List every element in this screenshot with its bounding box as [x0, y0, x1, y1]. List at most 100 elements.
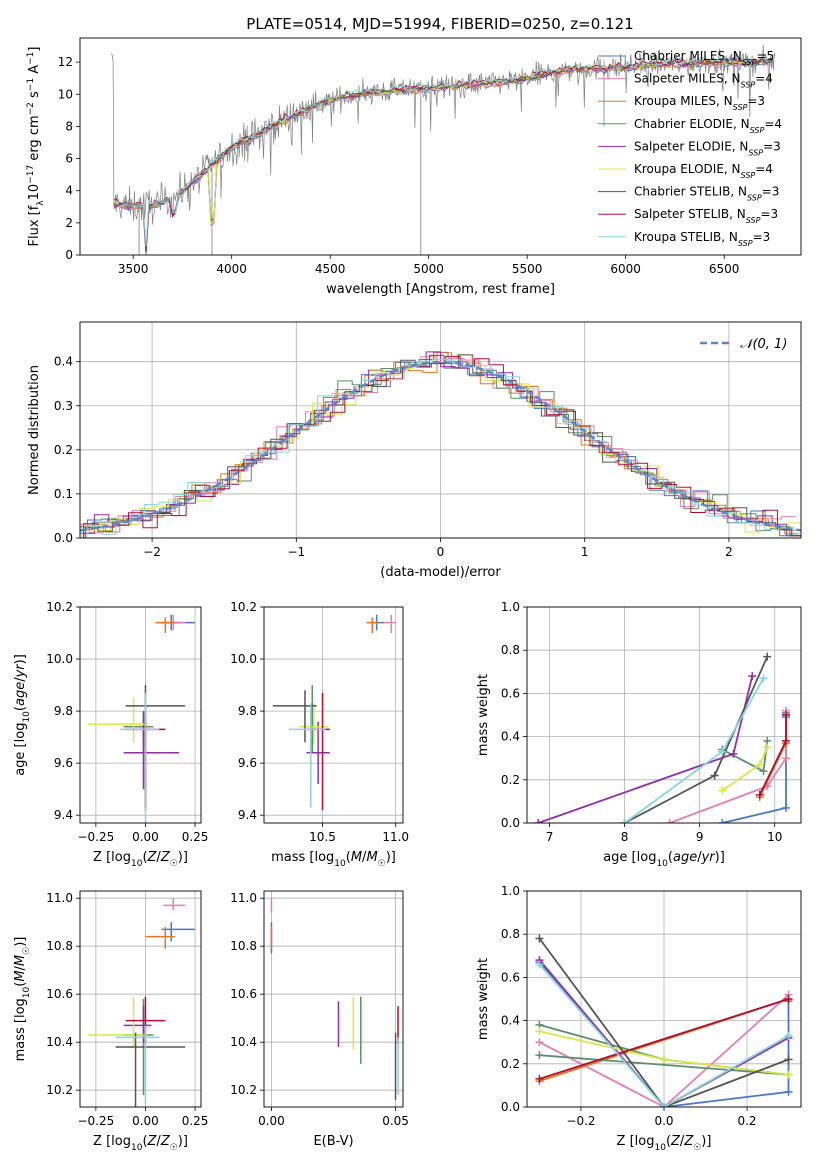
errorbar-point [115, 1032, 186, 1107]
weight-marker [660, 1103, 668, 1107]
residuals-axes: −2 −1 0 1 2 0.0 0.1 0.2 0.3 0.4 (data-model)/error… [27, 321, 802, 580]
x-tick-label: 0.00 [258, 1114, 285, 1128]
legend-label: Chabrier STELIB, NSSP=3 [634, 185, 779, 203]
x-axis-label: Z [log10(Z/Z☉)] [93, 850, 188, 869]
weight-marker [710, 771, 719, 780]
residuals-legend: 𝒩(0, 1) [700, 337, 787, 352]
y-axis-label: age [log10(age/yr)] [13, 654, 32, 776]
weight-marker [660, 1055, 668, 1064]
y-tick-label: 4 [65, 184, 73, 198]
weight_vs_age-axes: 7 8 9 10 0.0 0.2 0.4 0.6 0.8 1.0 age [log10(age/yr… [476, 600, 802, 869]
x-tick-label: 8 [621, 830, 629, 844]
weight-marker [781, 736, 790, 745]
y-tick-label: 8 [65, 119, 73, 133]
errorbar-point [145, 927, 176, 949]
y-axis-label: mass [log10(M/M☉)] [13, 937, 32, 1062]
y-tick-label: 10.6 [46, 987, 73, 1001]
weight-marker [784, 1031, 793, 1040]
y-tick-label: 1.0 [501, 884, 520, 898]
y-tick-label: 11.0 [230, 891, 257, 905]
y-tick-label: 10.0 [230, 652, 257, 666]
x-tick-label: 11.0 [382, 830, 409, 844]
y-tick-label: 6 [65, 152, 73, 166]
x-axis-label: mass [log10(M/M☉)] [271, 850, 396, 869]
x-tick-label: 4000 [216, 262, 247, 276]
weight-line [539, 998, 789, 1080]
histogram-series [80, 356, 796, 533]
y-tick-label: 0.4 [54, 355, 73, 369]
weight-marker [781, 754, 790, 763]
x-tick-label: −2 [143, 545, 161, 559]
legend-label: Chabrier MILES, NSSP=5 [634, 49, 774, 67]
errorbar-point [161, 922, 196, 942]
y-tick-label: 0.2 [54, 443, 73, 457]
weight-marker [718, 747, 727, 756]
age_vs_mass-axes: 10.5 11.0 9.4 9.6 9.8 10.0 10.2 mass [log10(M/M… [230, 600, 409, 869]
errorbars [272, 614, 396, 810]
y-tick-label: 10 [58, 87, 73, 101]
errorbars [87, 614, 196, 823]
y-tick-label: 9.8 [238, 704, 257, 718]
y-tick-label: 10.6 [230, 987, 257, 1001]
legend-label: Kroupa MILES, NSSP=3 [634, 94, 765, 112]
y-tick-label: 10.2 [230, 600, 257, 614]
weight-marker [784, 1087, 793, 1096]
y-tick-label: 10.4 [46, 1035, 73, 1049]
weight-marker [759, 767, 768, 776]
errorbars [270, 898, 399, 1100]
weight-marker [781, 803, 790, 812]
axes-frame [79, 37, 802, 256]
x-tick-label: 0.00 [132, 1114, 159, 1128]
weight-line [538, 937, 789, 1107]
legend-label: Kroupa ELODIE, NSSP=4 [634, 162, 773, 180]
histograms [80, 351, 801, 538]
y-tick-label: 0.0 [54, 531, 73, 545]
legend-label: Kroupa STELIB, NSSP=3 [634, 230, 770, 248]
axes-frame [79, 606, 202, 824]
y-tick-label: 10.8 [46, 939, 73, 953]
y-tick-label: 9.8 [54, 704, 73, 718]
weight-marker [535, 1027, 544, 1036]
y-tick-label: 2 [65, 216, 73, 230]
y-tick-label: 10.0 [46, 652, 73, 666]
y-tick-label: 0.0 [501, 1100, 520, 1114]
x-tick-label: 5000 [413, 262, 444, 276]
legend-label: 𝒩(0, 1) [740, 337, 787, 352]
y-tick-label: 0.8 [501, 643, 520, 657]
x-tick-label: 0.05 [382, 1114, 409, 1128]
errorbar-point [115, 1025, 160, 1105]
weight-line [539, 994, 790, 1107]
y-tick-label: 0 [65, 248, 73, 262]
x-tick-label: 6000 [610, 262, 641, 276]
spectrum-axes: 3500 4000 4500 5000 5500 6000 6500 0 2 4 6 8 10 12 wav… [26, 37, 802, 297]
data-spectrum-line [111, 45, 776, 225]
legend-label: Salpeter STELIB, NSSP=3 [634, 207, 778, 225]
x-tick-label: 0 [437, 545, 445, 559]
y-tick-label: 11.0 [46, 891, 73, 905]
x-tick-label: −1 [287, 545, 305, 559]
x-tick-label: 4500 [315, 262, 346, 276]
y-tick-label: 10.2 [46, 1083, 73, 1097]
weight-marker [535, 1074, 544, 1083]
errorbar-point [87, 996, 148, 1047]
weight-marker [784, 1055, 793, 1064]
errorbar-point [163, 898, 186, 911]
weight-marker [759, 674, 768, 683]
x-tick-label: 7 [546, 830, 554, 844]
x-tick-label: 5500 [512, 262, 543, 276]
weight-line [538, 959, 789, 1107]
errorbar-point [299, 703, 329, 745]
x-tick-label: 10.5 [309, 830, 336, 844]
weight-marker [535, 1038, 544, 1047]
weight-series [534, 652, 790, 823]
weight-marker [748, 672, 757, 681]
axes-frame [79, 321, 802, 539]
y-axis-label: Normed distribution [27, 365, 42, 495]
y-tick-label: 10.2 [230, 1083, 257, 1097]
y-tick-label: 0.1 [54, 487, 73, 501]
x-tick-label: 0.00 [132, 830, 159, 844]
weight-marker [729, 749, 738, 758]
x-tick-label: −0.25 [77, 830, 114, 844]
y-tick-label: 0.0 [501, 816, 520, 830]
